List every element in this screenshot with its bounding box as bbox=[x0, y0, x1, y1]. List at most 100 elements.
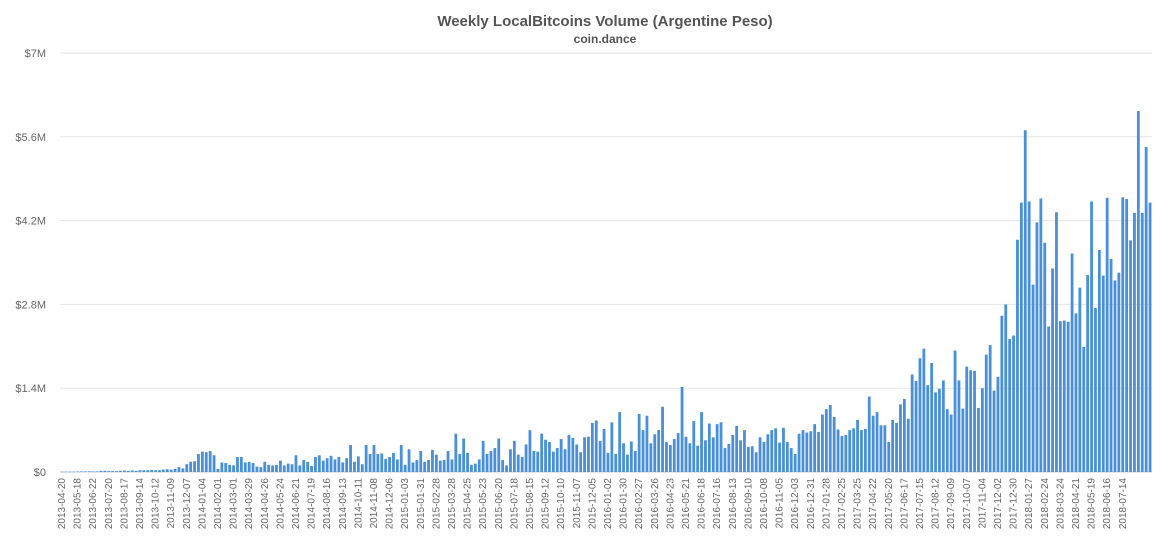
bar bbox=[1035, 222, 1039, 472]
bar bbox=[87, 471, 91, 472]
bar bbox=[618, 412, 622, 472]
bar bbox=[1016, 239, 1019, 472]
bar bbox=[431, 449, 434, 472]
x-tick-label: 2017-12-30 bbox=[1009, 478, 1020, 530]
bar bbox=[376, 454, 380, 472]
x-tick-label: 2016-05-21 bbox=[681, 478, 692, 530]
bar bbox=[544, 439, 547, 472]
x-tick-label: 2013-11-09 bbox=[166, 478, 177, 529]
bar bbox=[902, 398, 906, 472]
bar bbox=[360, 464, 364, 472]
bar bbox=[715, 424, 719, 472]
bar bbox=[177, 467, 181, 472]
bar bbox=[512, 440, 516, 472]
bar bbox=[271, 465, 274, 472]
chart-title: Weekly LocalBitcoins Volume (Argentine P… bbox=[437, 13, 773, 30]
bar bbox=[863, 428, 867, 472]
bar bbox=[707, 423, 711, 472]
x-tick-label: 2016-03-26 bbox=[650, 478, 661, 530]
bar bbox=[68, 471, 72, 473]
bar bbox=[1101, 275, 1105, 472]
bar bbox=[111, 471, 115, 472]
bar bbox=[76, 471, 79, 473]
bar bbox=[501, 460, 505, 472]
bar bbox=[516, 454, 520, 472]
x-tick-label: 2016-06-18 bbox=[697, 478, 708, 530]
x-tick-label: 2015-06-20 bbox=[494, 478, 505, 530]
x-tick-label: 2015-02-28 bbox=[431, 478, 442, 530]
x-tick-label: 2016-07-16 bbox=[712, 478, 723, 530]
bar bbox=[801, 430, 805, 472]
bar bbox=[731, 434, 735, 472]
bar bbox=[828, 404, 832, 472]
bar bbox=[185, 464, 189, 472]
x-tick-label: 2015-05-23 bbox=[478, 478, 489, 530]
x-tick-label: 2015-08-15 bbox=[525, 478, 536, 530]
bar bbox=[395, 459, 399, 472]
bar bbox=[325, 458, 329, 472]
bar bbox=[1008, 339, 1012, 472]
bar bbox=[1004, 304, 1008, 472]
bar bbox=[337, 457, 341, 472]
bar bbox=[832, 416, 836, 472]
bar bbox=[263, 461, 267, 472]
bar bbox=[150, 469, 154, 472]
x-tick-label: 2015-10-10 bbox=[556, 478, 567, 530]
x-tick-label: 2013-12-07 bbox=[182, 478, 193, 530]
bar bbox=[427, 460, 430, 472]
bar bbox=[867, 396, 871, 472]
bar bbox=[536, 451, 540, 472]
bar bbox=[122, 470, 126, 472]
x-tick-label: 2017-10-07 bbox=[962, 478, 973, 530]
bar bbox=[766, 434, 770, 472]
x-tick-label: 2015-04-25 bbox=[463, 478, 474, 530]
x-tick-label: 2014-05-24 bbox=[275, 478, 286, 530]
bar bbox=[442, 460, 446, 472]
bar bbox=[844, 434, 848, 472]
x-tick-label: 2016-09-10 bbox=[743, 478, 754, 530]
bar bbox=[871, 415, 875, 472]
bar bbox=[665, 442, 668, 472]
bar bbox=[813, 424, 817, 472]
bar bbox=[684, 436, 688, 472]
bar bbox=[657, 430, 661, 472]
bar bbox=[200, 451, 204, 472]
bar bbox=[758, 437, 762, 472]
bar bbox=[154, 470, 157, 472]
bar bbox=[1074, 313, 1078, 472]
bar bbox=[641, 430, 645, 472]
bar bbox=[700, 412, 703, 472]
bar bbox=[739, 440, 742, 472]
bar bbox=[298, 465, 302, 472]
bar bbox=[181, 468, 185, 472]
y-tick-label: $0 bbox=[34, 467, 46, 479]
bar bbox=[622, 443, 625, 472]
bar bbox=[228, 464, 232, 472]
bar bbox=[891, 419, 895, 472]
x-tick-label: 2014-02-01 bbox=[213, 478, 224, 530]
x-tick-label: 2014-09-13 bbox=[338, 478, 349, 530]
bar bbox=[356, 456, 360, 472]
bar bbox=[411, 462, 415, 472]
bar bbox=[649, 443, 653, 472]
x-tick-label: 2013-10-12 bbox=[151, 478, 162, 530]
bar bbox=[142, 470, 146, 472]
bar bbox=[310, 466, 313, 472]
bar bbox=[216, 469, 220, 472]
bar bbox=[719, 422, 723, 472]
x-tick-label: 2018-06-16 bbox=[1102, 478, 1113, 530]
bar bbox=[473, 463, 477, 472]
x-tick-label: 2017-11-04 bbox=[977, 478, 988, 529]
bar bbox=[676, 433, 680, 472]
bar bbox=[321, 460, 325, 472]
bar bbox=[372, 445, 376, 472]
bar bbox=[1051, 268, 1054, 472]
bar bbox=[1109, 258, 1113, 472]
bar bbox=[384, 458, 388, 472]
bar bbox=[606, 452, 610, 472]
bar bbox=[60, 471, 64, 473]
bar bbox=[95, 471, 99, 472]
bar bbox=[1082, 346, 1086, 472]
bar bbox=[423, 461, 427, 472]
